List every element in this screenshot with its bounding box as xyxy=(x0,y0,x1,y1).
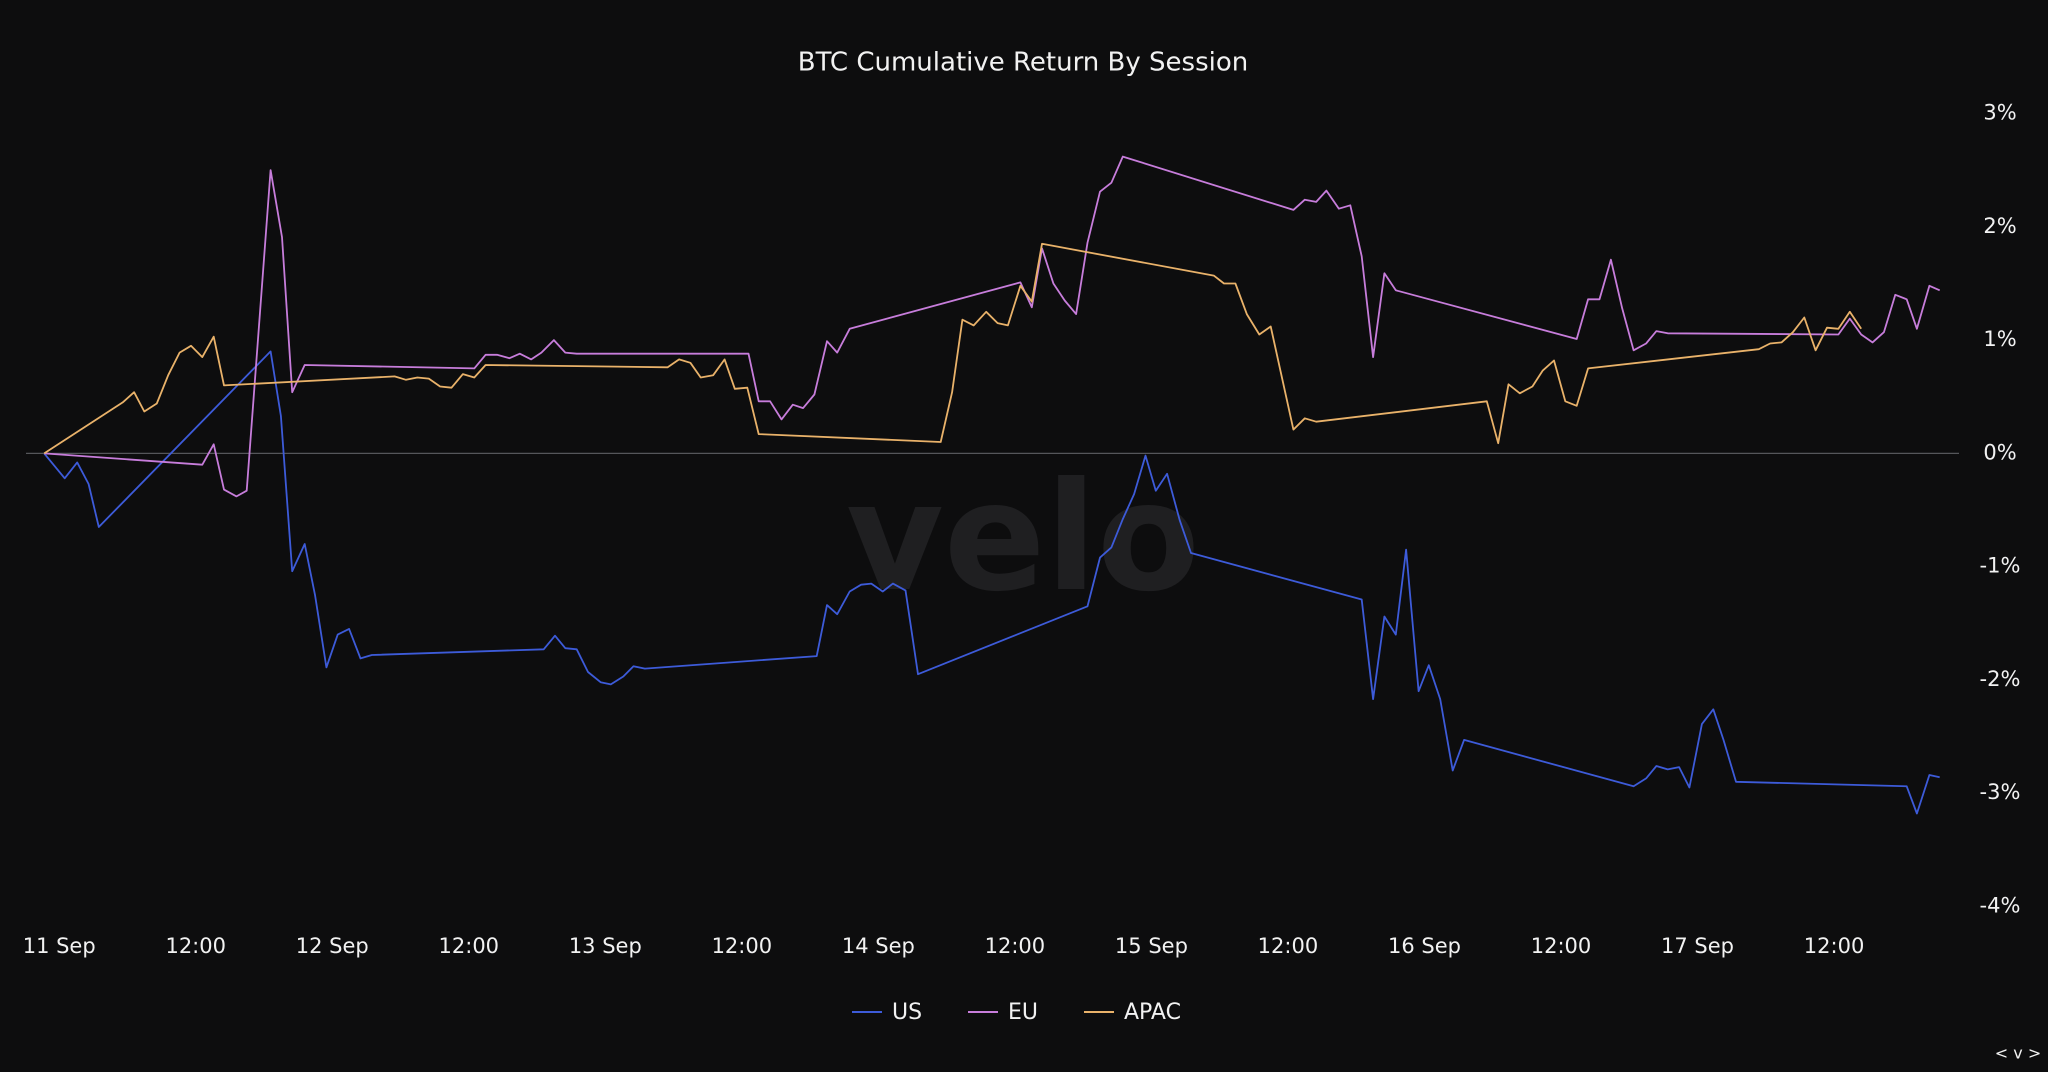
x-tick-label: 12:00 xyxy=(439,934,500,958)
x-tick-label: 12:00 xyxy=(1804,934,1865,958)
series-line xyxy=(43,242,1862,455)
x-tick-label: 11 Sep xyxy=(23,934,96,958)
y-tick-label: -3% xyxy=(1980,780,2021,804)
y-tick-label: 1% xyxy=(1983,327,2016,351)
y-tick-label: -2% xyxy=(1980,667,2021,691)
nav-control[interactable]: < v > xyxy=(1995,1044,2041,1063)
x-tick-label: 12:00 xyxy=(985,934,1046,958)
legend-label: APAC xyxy=(1124,1000,1181,1025)
x-tick-label: 13 Sep xyxy=(569,934,642,958)
y-tick-label: 2% xyxy=(1983,214,2016,238)
series-line xyxy=(43,350,1940,815)
y-tick-label: -1% xyxy=(1980,554,2021,578)
legend-item: EU xyxy=(968,1000,1038,1025)
x-tick-label: 12:00 xyxy=(165,934,226,958)
x-tick-label: 12:00 xyxy=(712,934,773,958)
watermark: velo xyxy=(846,451,1200,625)
x-tick-label: 14 Sep xyxy=(842,934,915,958)
legend-label: US xyxy=(892,1000,922,1025)
x-tick-label: 12 Sep xyxy=(296,934,369,958)
y-tick-label: -4% xyxy=(1980,893,2021,917)
x-tick-label: 17 Sep xyxy=(1661,934,1734,958)
x-tick-label: 12:00 xyxy=(1531,934,1592,958)
x-tick-label: 12:00 xyxy=(1258,934,1319,958)
legend-item: US xyxy=(852,1000,922,1025)
legend-item: APAC xyxy=(1084,1000,1181,1025)
x-tick-label: 16 Sep xyxy=(1388,934,1461,958)
y-tick-label: 0% xyxy=(1983,440,2016,464)
series-line xyxy=(44,155,1941,498)
legend-label: EU xyxy=(1008,1000,1038,1025)
y-tick-label: 3% xyxy=(1983,101,2016,125)
chart-title: BTC Cumulative Return By Session xyxy=(798,48,1249,78)
x-tick-label: 15 Sep xyxy=(1115,934,1188,958)
